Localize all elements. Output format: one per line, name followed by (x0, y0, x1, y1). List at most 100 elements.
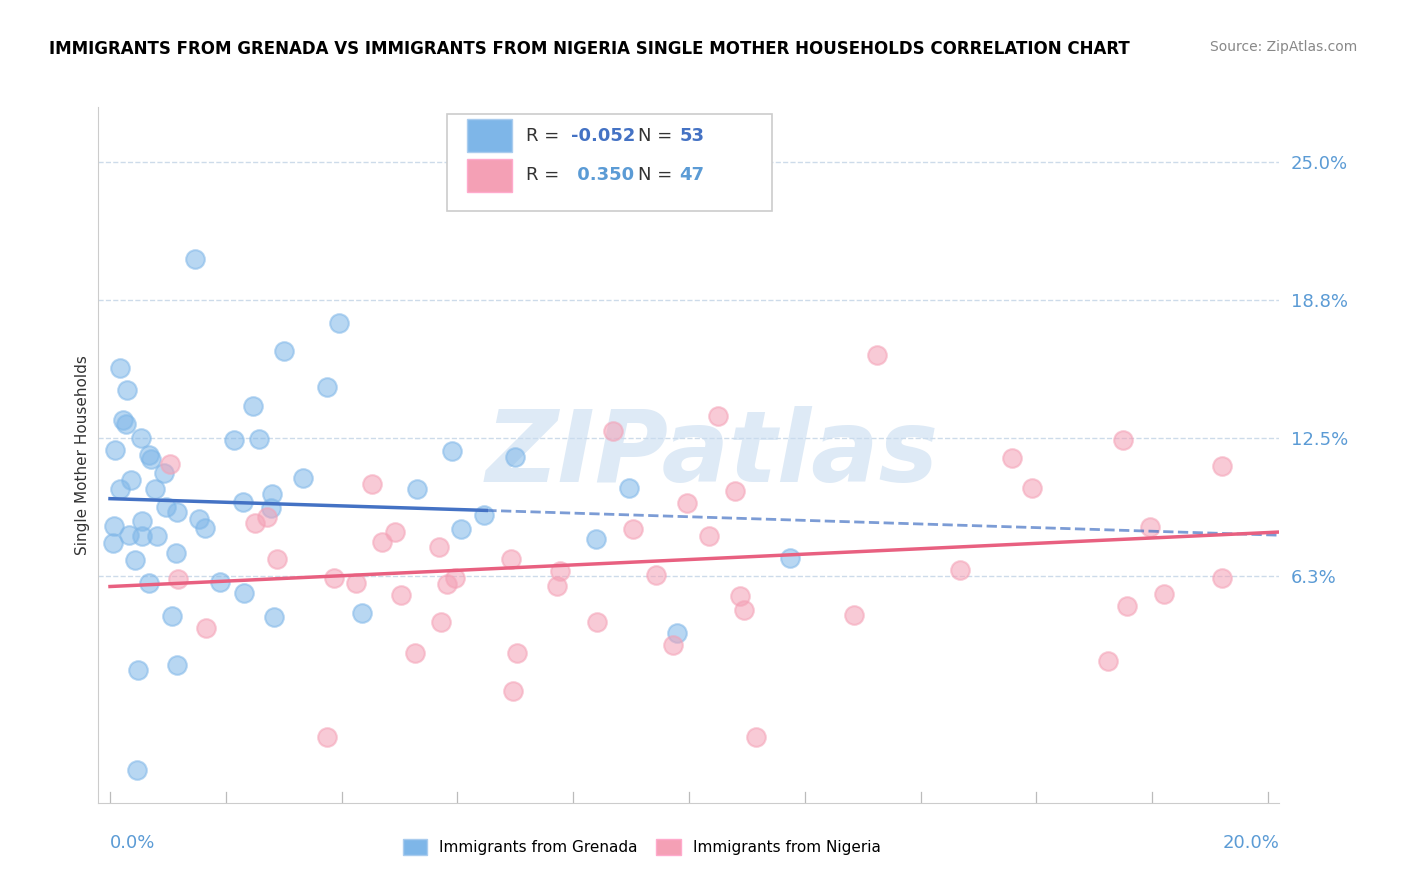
Point (505, 647, 527, 661)
Point (440, 444, 463, 458)
Point (389, 588, 412, 602)
Text: 20.0%: 20.0% (1223, 834, 1279, 852)
Point (361, 477, 384, 491)
Point (444, 571, 467, 585)
FancyBboxPatch shape (447, 114, 772, 211)
Point (472, 508, 495, 522)
Text: IMMIGRANTS FROM GRENADA VS IMMIGRANTS FROM NIGERIA SINGLE MOTHER HOUSEHOLDS CORR: IMMIGRANTS FROM GRENADA VS IMMIGRANTS FR… (49, 40, 1130, 58)
Point (247, 432, 270, 446)
Point (322, 571, 344, 585)
Point (350, 606, 373, 620)
Point (242, 399, 264, 413)
Point (103, 536, 125, 550)
Point (1211, 571, 1233, 585)
Point (127, 664, 149, 678)
Point (503, 450, 526, 464)
Point (159, 457, 181, 471)
Point (1021, 481, 1043, 495)
Point (585, 533, 607, 547)
Point (949, 563, 972, 577)
Point (146, 529, 169, 543)
Point (155, 500, 177, 514)
Text: N =: N = (638, 127, 672, 145)
Point (120, 473, 142, 487)
Point (662, 639, 685, 653)
Point (586, 615, 609, 629)
Point (706, 409, 728, 423)
Text: R =: R = (526, 166, 560, 185)
Point (371, 535, 394, 549)
Text: 0.350: 0.350 (571, 166, 634, 185)
Point (404, 646, 426, 660)
Legend: Immigrants from Grenada, Immigrants from Nigeria: Immigrants from Grenada, Immigrants from… (396, 833, 887, 862)
Point (427, 540, 450, 554)
Point (138, 448, 160, 462)
Point (697, 528, 720, 542)
Point (256, 510, 278, 524)
Point (273, 343, 295, 358)
Point (112, 413, 135, 427)
Point (115, 383, 138, 397)
Point (315, 730, 337, 744)
Point (138, 575, 160, 590)
Point (502, 684, 524, 698)
Point (266, 551, 288, 566)
Point (728, 589, 751, 603)
Point (131, 514, 153, 528)
Point (118, 528, 141, 542)
Point (139, 452, 162, 467)
Point (260, 486, 283, 500)
Point (644, 567, 666, 582)
Point (866, 348, 889, 362)
Point (245, 516, 267, 531)
Text: 0.0%: 0.0% (110, 834, 156, 852)
Point (745, 730, 768, 744)
Point (165, 546, 187, 560)
Point (842, 608, 865, 623)
FancyBboxPatch shape (467, 119, 512, 153)
Text: -0.052: -0.052 (571, 127, 636, 145)
Text: N =: N = (638, 166, 672, 185)
Point (328, 316, 350, 330)
Text: R =: R = (526, 127, 560, 145)
Point (263, 609, 285, 624)
Point (779, 550, 801, 565)
Text: 53: 53 (679, 127, 704, 145)
Point (617, 481, 640, 495)
Point (166, 657, 188, 672)
FancyBboxPatch shape (467, 159, 512, 192)
Point (129, 431, 152, 445)
Point (104, 442, 127, 457)
Point (115, 417, 138, 431)
Point (1112, 433, 1135, 447)
Y-axis label: Single Mother Households: Single Mother Households (75, 355, 90, 555)
Point (108, 360, 131, 375)
Point (546, 579, 568, 593)
Point (208, 575, 231, 590)
Text: 47: 47 (679, 166, 704, 185)
Point (143, 482, 166, 496)
Point (1097, 654, 1119, 668)
Point (1116, 599, 1139, 613)
Point (160, 609, 183, 624)
Point (405, 482, 427, 496)
Point (110, 482, 132, 496)
Point (1139, 520, 1161, 534)
Point (346, 576, 368, 591)
Point (188, 512, 211, 526)
Point (550, 565, 572, 579)
Point (724, 484, 747, 499)
Point (675, 496, 697, 510)
Point (733, 603, 755, 617)
Point (125, 763, 148, 777)
Point (291, 470, 314, 484)
Point (666, 625, 689, 640)
Point (124, 553, 146, 567)
Point (260, 501, 283, 516)
Point (103, 519, 125, 533)
Point (131, 529, 153, 543)
Point (232, 586, 254, 600)
Point (224, 434, 246, 448)
Text: Source: ZipAtlas.com: Source: ZipAtlas.com (1209, 40, 1357, 54)
Point (1153, 587, 1175, 601)
